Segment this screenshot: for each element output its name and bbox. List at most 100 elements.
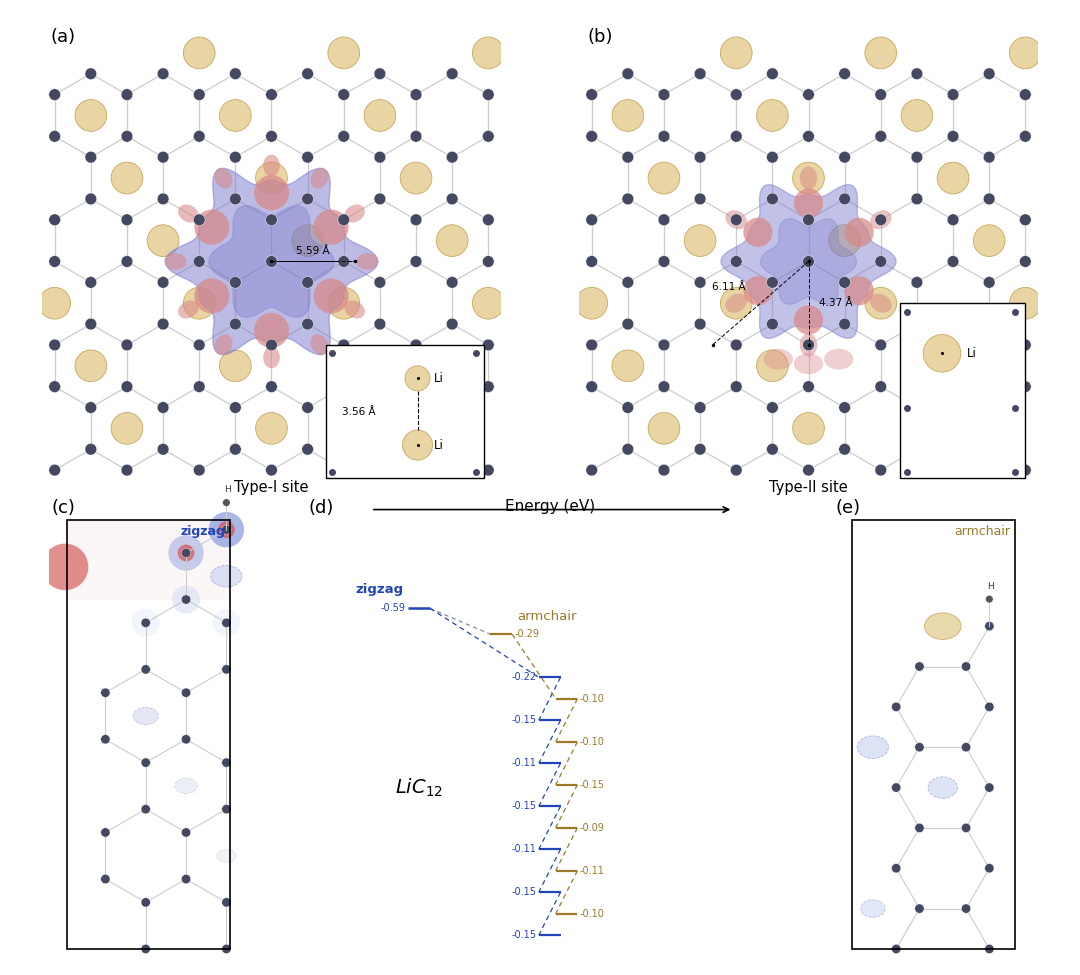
Circle shape bbox=[219, 99, 252, 132]
Ellipse shape bbox=[217, 849, 237, 862]
Circle shape bbox=[730, 464, 742, 476]
Bar bbox=[67, 521, 230, 600]
Circle shape bbox=[111, 162, 143, 194]
Ellipse shape bbox=[794, 353, 823, 374]
Circle shape bbox=[983, 277, 995, 289]
Circle shape bbox=[313, 279, 349, 313]
Circle shape bbox=[100, 828, 110, 838]
Circle shape bbox=[694, 68, 706, 80]
Circle shape bbox=[410, 464, 422, 476]
Circle shape bbox=[802, 339, 814, 351]
Text: (a): (a) bbox=[51, 28, 76, 46]
Circle shape bbox=[266, 381, 278, 393]
Circle shape bbox=[301, 151, 313, 163]
Circle shape bbox=[181, 828, 191, 838]
Circle shape bbox=[767, 277, 779, 289]
Circle shape bbox=[42, 544, 89, 590]
Bar bbox=[67, 601, 230, 604]
Circle shape bbox=[915, 904, 924, 914]
Circle shape bbox=[338, 255, 350, 267]
Circle shape bbox=[658, 255, 670, 267]
Polygon shape bbox=[208, 206, 334, 317]
Ellipse shape bbox=[215, 334, 232, 355]
Circle shape bbox=[193, 381, 205, 393]
Circle shape bbox=[374, 151, 386, 163]
Text: (b): (b) bbox=[588, 28, 612, 46]
Circle shape bbox=[446, 402, 458, 413]
Circle shape bbox=[576, 288, 608, 319]
Circle shape bbox=[1020, 89, 1031, 100]
Bar bbox=[67, 598, 230, 601]
Ellipse shape bbox=[858, 736, 889, 759]
Circle shape bbox=[694, 193, 706, 205]
Circle shape bbox=[301, 402, 313, 413]
Circle shape bbox=[622, 193, 634, 205]
Circle shape bbox=[410, 381, 422, 393]
Circle shape bbox=[181, 595, 191, 604]
Circle shape bbox=[912, 151, 922, 163]
Bar bbox=[67, 622, 230, 625]
Circle shape bbox=[472, 37, 504, 68]
Circle shape bbox=[121, 464, 133, 476]
Text: armchair: armchair bbox=[955, 525, 1010, 538]
Circle shape bbox=[338, 381, 350, 393]
Circle shape bbox=[193, 339, 205, 351]
Circle shape bbox=[266, 255, 278, 267]
Bar bbox=[67, 530, 230, 534]
Bar bbox=[67, 643, 230, 646]
Circle shape bbox=[730, 255, 742, 267]
Circle shape bbox=[947, 131, 959, 142]
Ellipse shape bbox=[211, 566, 242, 587]
Circle shape bbox=[585, 464, 597, 476]
Circle shape bbox=[793, 412, 824, 445]
Circle shape bbox=[973, 225, 1005, 256]
Circle shape bbox=[141, 618, 150, 628]
Circle shape bbox=[891, 702, 901, 712]
Circle shape bbox=[158, 151, 168, 163]
Circle shape bbox=[230, 402, 241, 413]
Bar bbox=[67, 569, 230, 572]
Polygon shape bbox=[721, 184, 896, 338]
Circle shape bbox=[961, 662, 971, 671]
Text: Li: Li bbox=[967, 347, 977, 360]
Ellipse shape bbox=[869, 211, 892, 229]
Circle shape bbox=[292, 225, 324, 256]
Circle shape bbox=[1020, 464, 1031, 476]
Circle shape bbox=[147, 225, 179, 256]
Circle shape bbox=[612, 350, 644, 381]
Circle shape bbox=[802, 131, 814, 142]
Circle shape bbox=[730, 381, 742, 393]
Circle shape bbox=[221, 525, 231, 534]
Bar bbox=[67, 632, 230, 636]
Bar bbox=[67, 541, 230, 545]
Circle shape bbox=[865, 288, 896, 319]
Circle shape bbox=[49, 255, 60, 267]
Circle shape bbox=[158, 318, 168, 330]
Circle shape bbox=[121, 131, 133, 142]
Circle shape bbox=[181, 734, 191, 744]
Circle shape bbox=[374, 193, 386, 205]
Circle shape bbox=[121, 89, 133, 100]
Text: -0.11: -0.11 bbox=[580, 866, 605, 876]
Circle shape bbox=[1020, 339, 1031, 351]
Circle shape bbox=[446, 193, 458, 205]
Circle shape bbox=[912, 318, 922, 330]
Bar bbox=[67, 548, 230, 552]
Circle shape bbox=[313, 210, 349, 245]
Bar bbox=[67, 563, 230, 565]
Text: -0.15: -0.15 bbox=[511, 930, 537, 940]
Circle shape bbox=[947, 214, 959, 225]
Circle shape bbox=[839, 318, 850, 330]
Ellipse shape bbox=[164, 254, 187, 270]
Bar bbox=[67, 614, 230, 618]
Circle shape bbox=[222, 499, 230, 506]
Circle shape bbox=[912, 193, 922, 205]
Circle shape bbox=[100, 734, 110, 744]
Circle shape bbox=[132, 608, 160, 637]
Circle shape bbox=[985, 702, 994, 712]
Ellipse shape bbox=[264, 346, 280, 369]
Circle shape bbox=[891, 864, 901, 873]
Circle shape bbox=[658, 339, 670, 351]
Circle shape bbox=[158, 277, 168, 289]
Bar bbox=[67, 629, 230, 632]
